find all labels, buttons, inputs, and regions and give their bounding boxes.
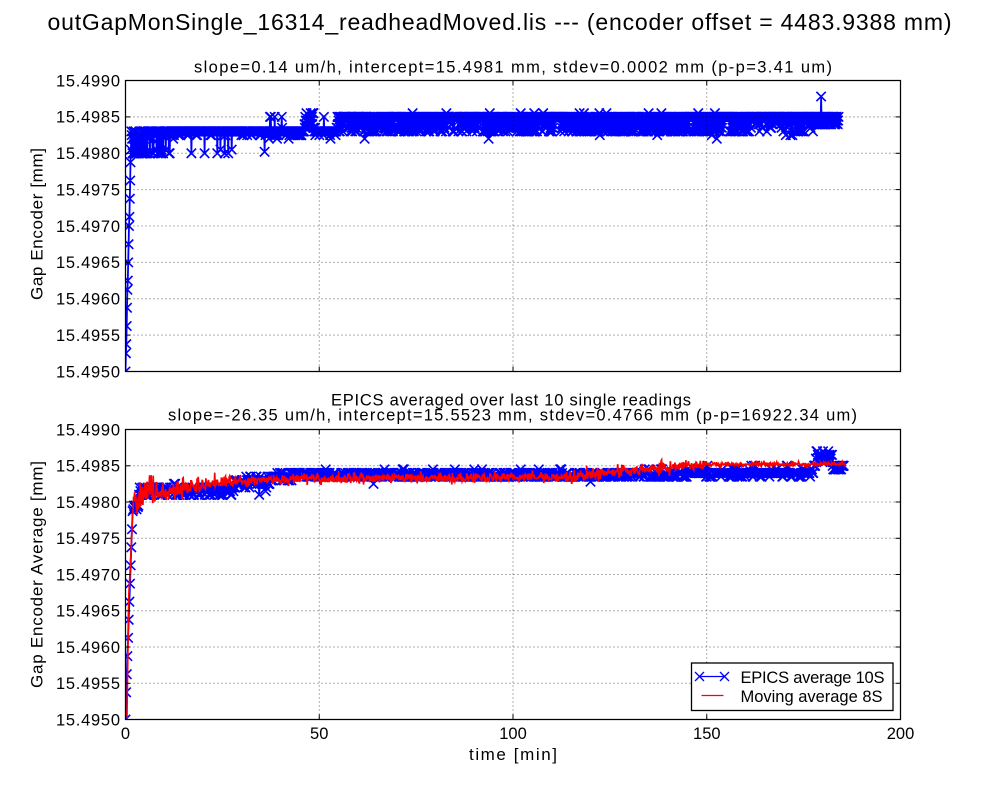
svg-text:slope=0.14 um/h, intercept=15.: slope=0.14 um/h, intercept=15.4981 mm, s… [194,59,832,77]
svg-text:15.4975: 15.4975 [56,530,120,548]
svg-text:15.4985: 15.4985 [56,109,120,127]
svg-text:Moving average 8S: Moving average 8S [741,688,883,706]
svg-text:15.4990: 15.4990 [56,421,120,439]
svg-text:15.4955: 15.4955 [56,675,120,693]
svg-text:50: 50 [310,725,328,743]
svg-text:15.4960: 15.4960 [56,291,120,309]
svg-text:slope=-26.35 um/h, intercept=1: slope=-26.35 um/h, intercept=15.5523 mm,… [168,407,857,425]
svg-text:15.4980: 15.4980 [56,494,120,512]
svg-text:15.4985: 15.4985 [56,458,120,476]
svg-text:EPICS average 10S: EPICS average 10S [741,669,885,687]
svg-text:150: 150 [693,725,721,743]
svg-text:EPICS averaged over last 10 si: EPICS averaged over last 10 single readi… [331,392,691,410]
svg-text:Gap Encoder [mm]: Gap Encoder [mm] [28,148,47,300]
svg-text:200: 200 [887,725,915,743]
svg-text:15.4970: 15.4970 [56,566,120,584]
svg-text:15.4970: 15.4970 [56,218,120,236]
svg-text:Gap Encoder Average [mm]: Gap Encoder Average [mm] [28,461,47,688]
svg-text:15.4975: 15.4975 [56,181,120,199]
svg-text:15.4955: 15.4955 [56,327,120,345]
svg-text:15.4950: 15.4950 [56,711,120,729]
svg-text:15.4965: 15.4965 [56,254,120,272]
svg-text:15.4960: 15.4960 [56,639,120,657]
svg-text:outGapMonSingle_16314_readhead: outGapMonSingle_16314_readheadMoved.lis … [48,9,952,35]
svg-text:15.4965: 15.4965 [56,603,120,621]
svg-text:15.4990: 15.4990 [56,72,120,90]
svg-text:0: 0 [121,725,130,743]
svg-text:time [min]: time [min] [469,745,557,764]
svg-text:15.4980: 15.4980 [56,145,120,163]
svg-text:15.4950: 15.4950 [56,363,120,381]
svg-text:100: 100 [499,725,527,743]
